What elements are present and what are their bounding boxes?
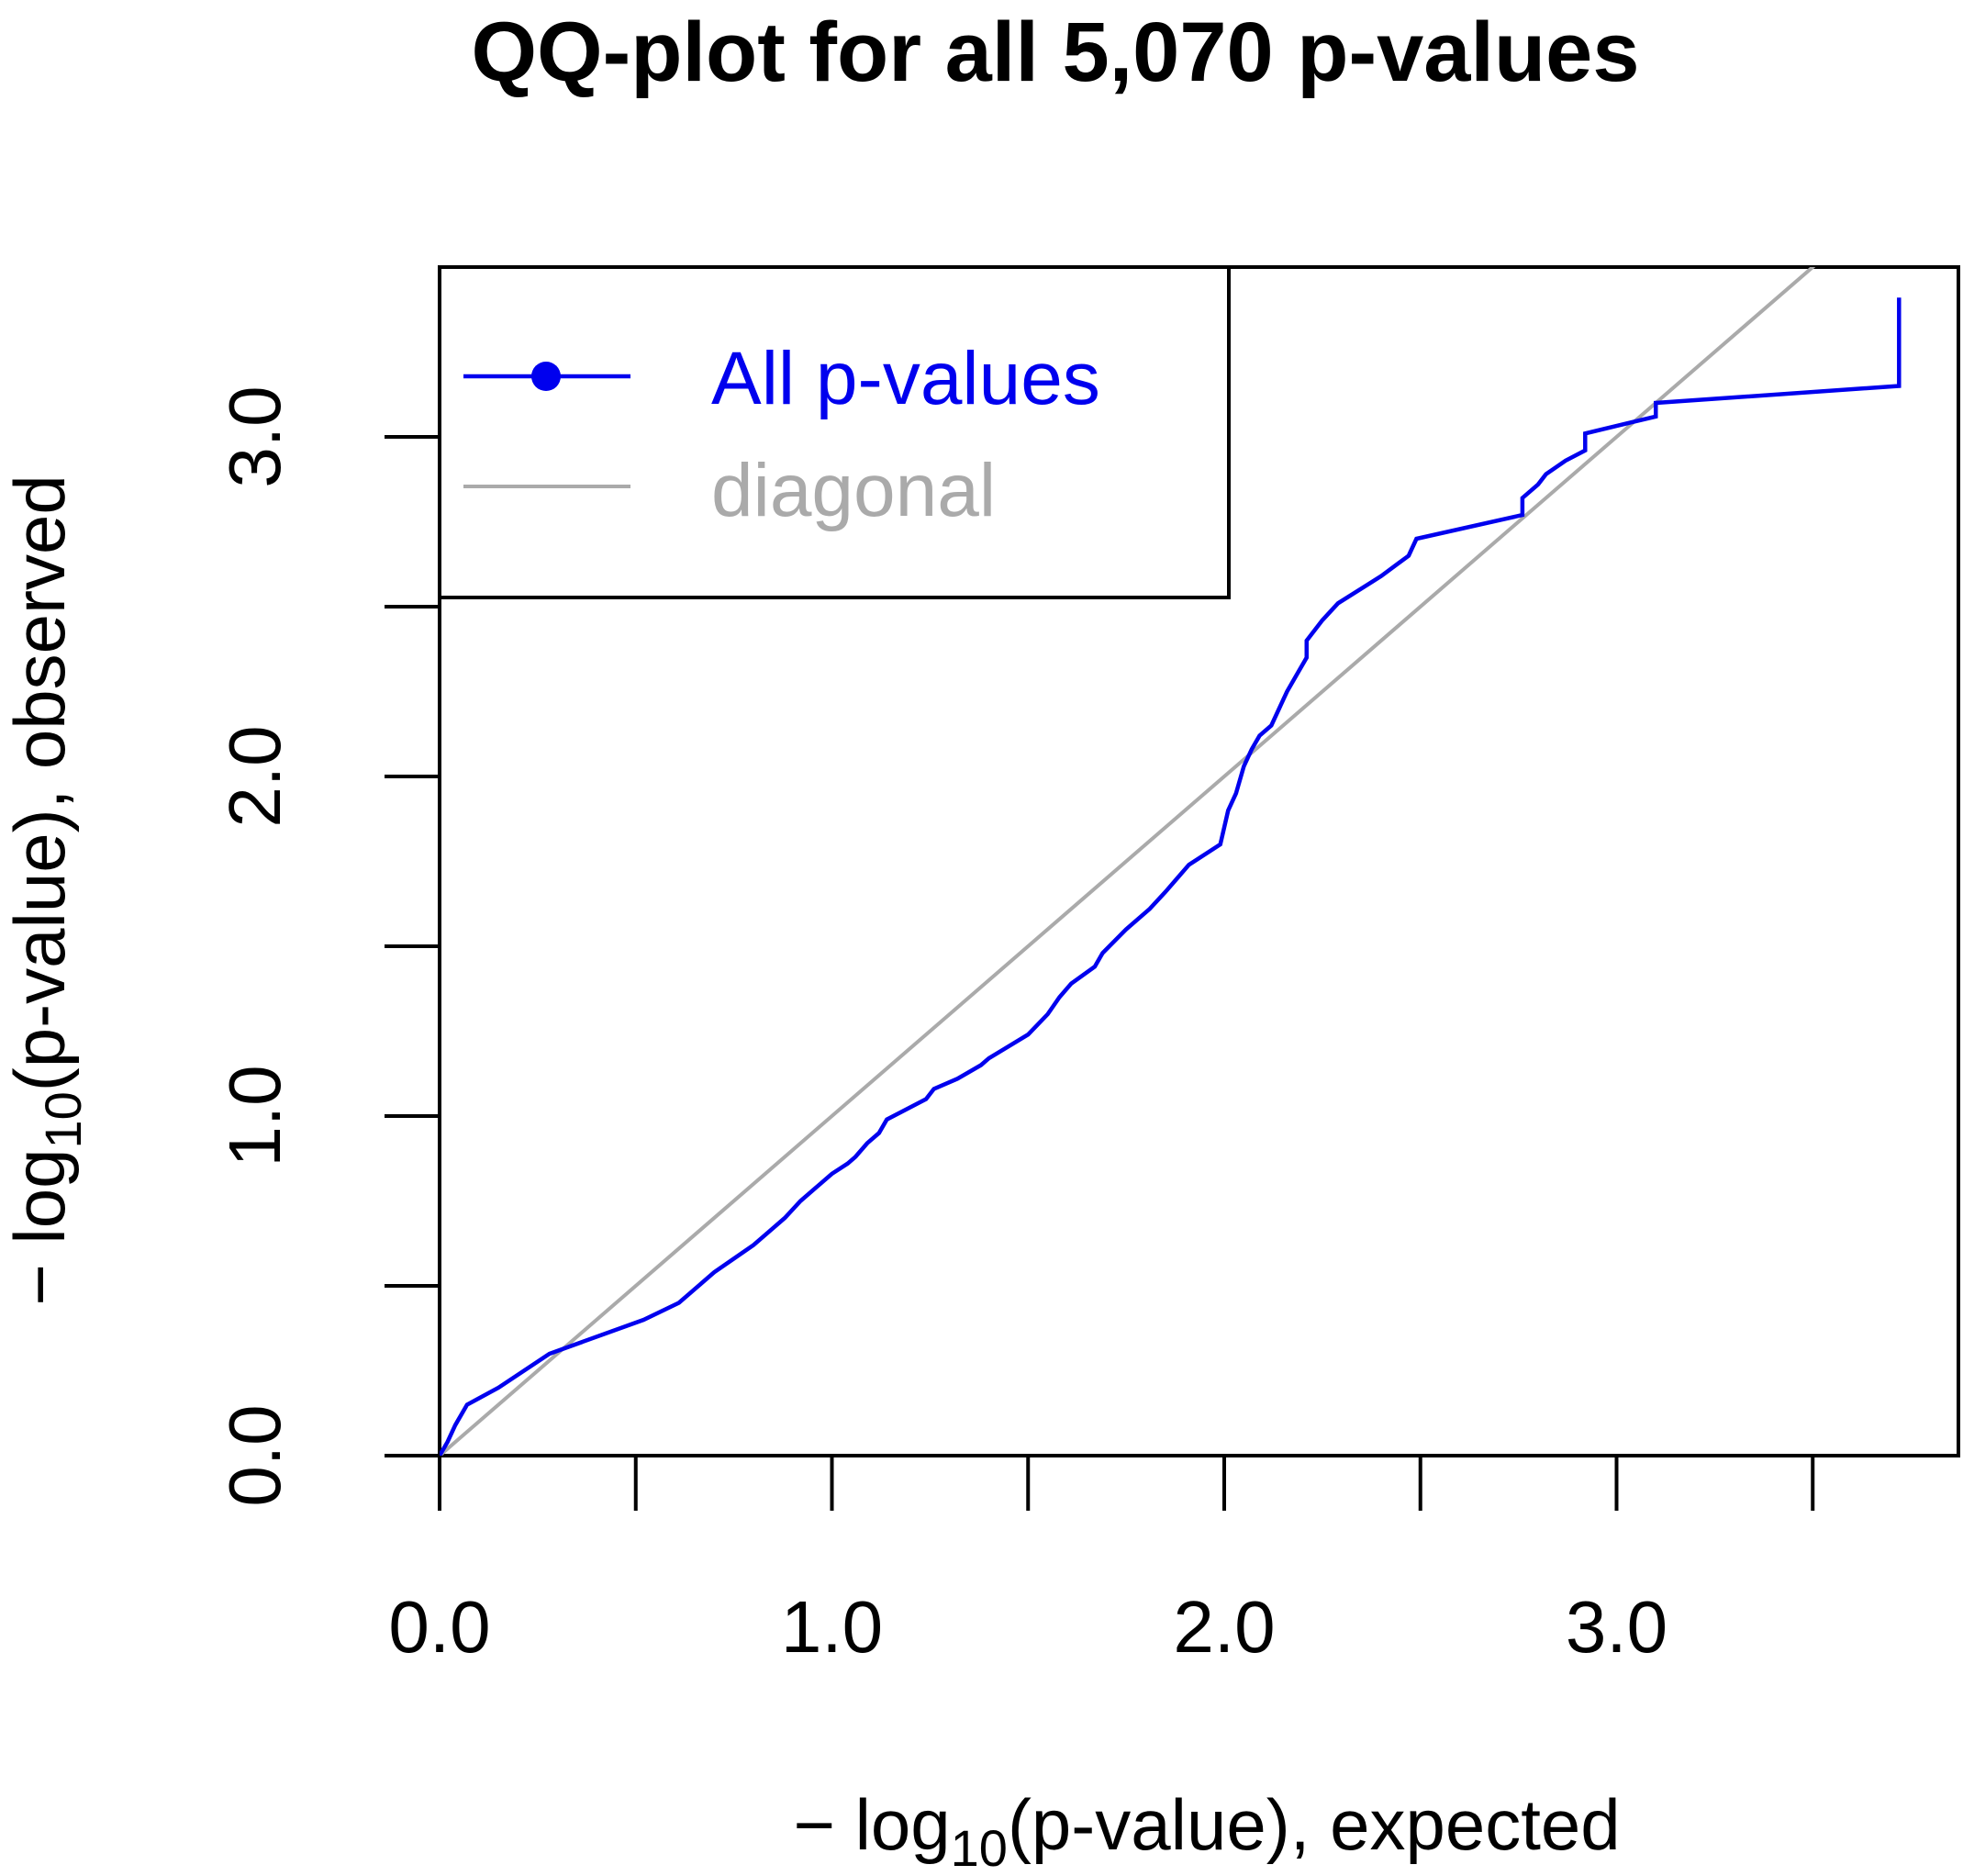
x-axis-label-prefix: − log	[793, 1784, 950, 1865]
y-axis-label-prefix: − log	[0, 1148, 80, 1305]
legend: All p-values diagonal	[438, 265, 1231, 599]
y-axis-label-subscript: 10	[34, 1091, 92, 1148]
all-p-values-series-line	[440, 297, 1902, 1456]
x-axis-label-subscript: 10	[951, 1819, 1008, 1876]
legend-diagonal-label: diagonal	[711, 449, 996, 532]
y-axis-label-suffix: (p-value), observed	[0, 475, 80, 1091]
legend-all-p-values-point	[531, 362, 561, 391]
x-tick-label-3: 3.0	[1566, 1586, 1667, 1668]
legend-box	[438, 265, 1231, 599]
x-axis-label: − log10(p-value), expected	[793, 1784, 1620, 1876]
y-tick-label-0: 0.0	[214, 1404, 296, 1506]
y-axis: 0.0 1.0 2.0 3.0	[214, 385, 440, 1507]
y-tick-label-1: 1.0	[214, 1065, 296, 1167]
chart-title: QQ-plot for all 5,070 p-values	[472, 6, 1640, 99]
x-axis-label-suffix: (p-value), expected	[1008, 1784, 1621, 1865]
x-axis: 0.0 1.0 2.0 3.0	[388, 1456, 1815, 1668]
diagonal-series-line	[440, 267, 1816, 1456]
x-tick-label-2: 2.0	[1173, 1586, 1275, 1668]
x-tick-label-0: 0.0	[388, 1586, 490, 1668]
x-tick-label-1: 1.0	[781, 1586, 883, 1668]
legend-all-p-values-label: All p-values	[711, 337, 1100, 420]
y-tick-label-3: 3.0	[214, 385, 296, 487]
y-tick-label-2: 2.0	[214, 725, 296, 827]
y-axis-label: − log10(p-value), observed	[0, 475, 92, 1306]
